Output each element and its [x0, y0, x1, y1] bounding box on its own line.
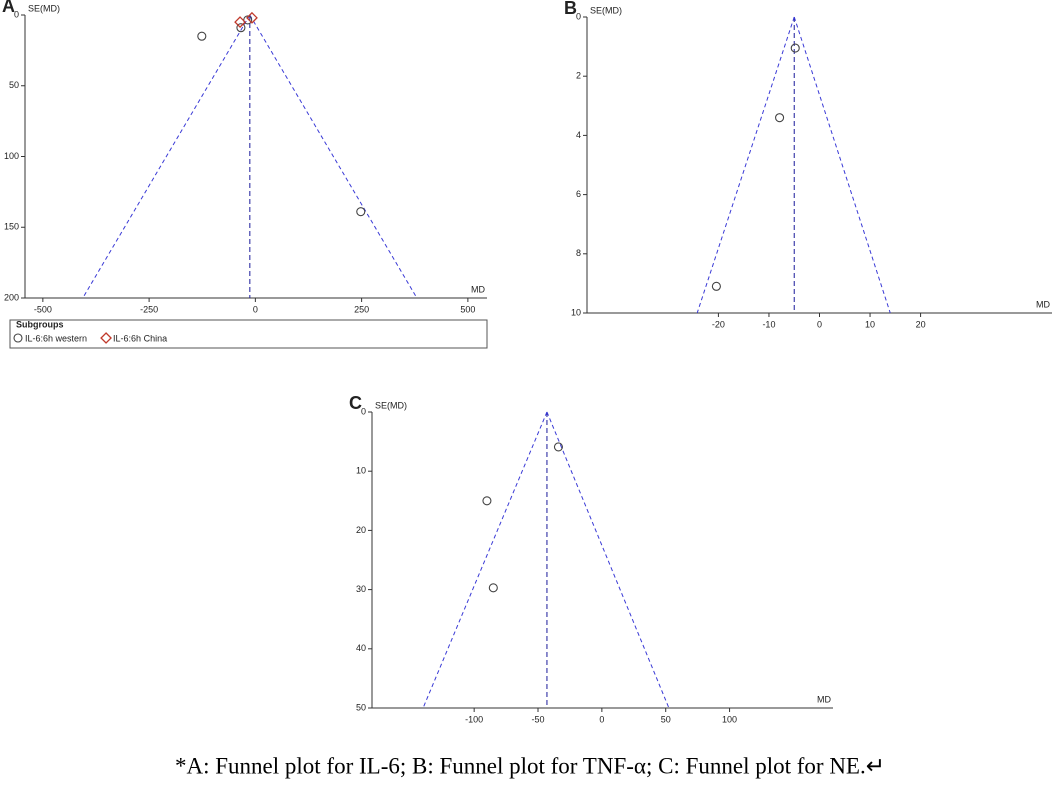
- y-tick-label: 8: [576, 248, 581, 258]
- y-tick-label: 50: [9, 80, 19, 90]
- circle-marker: [790, 43, 800, 53]
- x-axis-label: MD: [471, 284, 485, 294]
- y-tick-label: 100: [4, 151, 19, 161]
- x-tick-label: 0: [599, 714, 604, 724]
- y-tick-label: 200: [4, 292, 19, 302]
- x-tick-label: 10: [865, 319, 875, 329]
- x-axis-label: MD: [817, 694, 831, 704]
- x-axis-label: MD: [1036, 299, 1050, 309]
- y-tick-label: 0: [576, 11, 581, 21]
- panel-label: C: [349, 393, 362, 413]
- y-tick-label: 50: [356, 702, 366, 712]
- legend-marker: [100, 332, 112, 344]
- x-tick-label: -250: [140, 304, 158, 314]
- x-tick-label: -500: [34, 304, 52, 314]
- y-tick-label: 0: [14, 9, 19, 19]
- y-tick-label: 4: [576, 130, 581, 140]
- y-tick-label: 20: [356, 525, 366, 535]
- diamond-marker: [234, 16, 246, 28]
- funnel-line: [793, 16, 891, 314]
- x-tick-label: -50: [532, 714, 545, 724]
- y-axis-label: SE(MD): [375, 400, 407, 410]
- y-tick-label: 0: [361, 406, 366, 416]
- x-tick-label: -100: [465, 714, 483, 724]
- y-tick-label: 6: [576, 189, 581, 199]
- circle-marker: [553, 442, 563, 452]
- circle-marker: [711, 281, 721, 291]
- y-tick-label: 150: [4, 222, 19, 232]
- circle-marker: [197, 31, 207, 41]
- funnel-line: [422, 411, 548, 709]
- circle-marker: [236, 23, 246, 33]
- caption: *A: Funnel plot for IL-6; B: Funnel plot…: [175, 753, 885, 778]
- y-tick-label: 10: [356, 466, 366, 476]
- x-tick-label: -20: [712, 319, 725, 329]
- y-tick-label: 2: [576, 71, 581, 81]
- x-tick-label: 0: [817, 319, 822, 329]
- funnel-line: [696, 16, 795, 314]
- funnel-line: [546, 411, 670, 709]
- x-tick-label: -10: [762, 319, 775, 329]
- y-tick-label: 40: [356, 643, 366, 653]
- funnel-line: [82, 14, 251, 299]
- x-tick-label: 500: [460, 304, 475, 314]
- circle-marker: [482, 496, 492, 506]
- diamond-marker: [246, 11, 258, 24]
- y-axis-label: SE(MD): [28, 3, 60, 13]
- circle-marker: [775, 113, 785, 123]
- x-tick-label: 250: [354, 304, 369, 314]
- y-axis-label: SE(MD): [590, 5, 622, 15]
- x-tick-label: 100: [722, 714, 737, 724]
- circle-marker: [356, 207, 366, 217]
- legend-box: [9, 319, 488, 349]
- y-tick-label: 30: [356, 584, 366, 594]
- x-tick-label: 50: [661, 714, 671, 724]
- x-tick-label: 0: [253, 304, 258, 314]
- x-tick-label: 20: [916, 319, 926, 329]
- circle-marker: [488, 583, 498, 593]
- legend-label: IL-6:6h China: [113, 333, 167, 343]
- panel-label: B: [564, 0, 577, 18]
- legend-title: Subgroups: [16, 319, 64, 329]
- y-tick-label: 10: [571, 307, 581, 317]
- legend-marker: [13, 333, 23, 343]
- legend-label: IL-6:6h western: [25, 333, 87, 343]
- funnel-line: [249, 14, 418, 299]
- panel-label: A: [2, 0, 15, 16]
